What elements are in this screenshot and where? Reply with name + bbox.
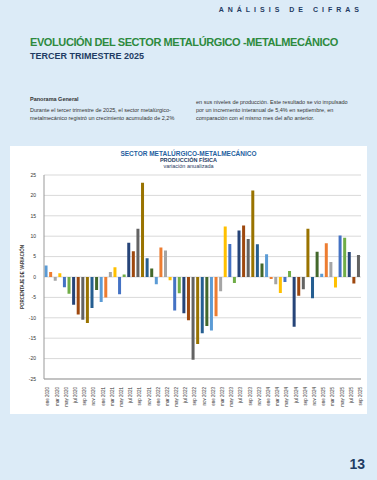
svg-text:-25: -25	[29, 376, 36, 382]
svg-text:mar 2023: mar 2023	[220, 387, 225, 407]
svg-text:jul 2021: jul 2021	[128, 387, 133, 404]
svg-text:may 2024: may 2024	[284, 387, 289, 407]
svg-text:10: 10	[30, 233, 36, 239]
svg-text:-20: -20	[29, 355, 36, 361]
html-text:TERCER TRIMESTRE 2025: TERCER TRIMESTRE 2025	[30, 51, 144, 61]
svg-text:may 2021: may 2021	[119, 387, 124, 407]
html-text:variación anualizada: variación anualizada	[163, 163, 214, 169]
svg-text:5: 5	[33, 253, 36, 259]
svg-text:-15: -15	[29, 335, 36, 341]
svg-text:nov 2021: nov 2021	[147, 387, 152, 406]
html-text:en sus niveles de producción.: en sus niveles de producción. Este resul…	[196, 99, 348, 121]
html-text:PRODUCCIÓN FÍSICA: PRODUCCIÓN FÍSICA	[159, 157, 218, 163]
svg-text:sep 2021: sep 2021	[137, 387, 142, 406]
svg-text:jul 2025: jul 2025	[349, 387, 354, 404]
svg-text:-10: -10	[29, 315, 36, 321]
svg-text:jul 2022: jul 2022	[183, 387, 188, 404]
html-text:EVOLUCIÓN DEL SECTOR METALÚRGI: EVOLUCIÓN DEL SECTOR METALÚRGICO -METALM…	[30, 36, 338, 48]
svg-text:sep 2023: sep 2023	[248, 387, 253, 406]
svg-text:-5: -5	[32, 294, 37, 300]
svg-text:sep 2024: sep 2024	[303, 387, 308, 406]
svg-text:nov 2023: nov 2023	[257, 387, 262, 406]
svg-text:mar 2022: mar 2022	[165, 387, 170, 407]
svg-text:PORCENTAJE DE VARIACIÓN: PORCENTAJE DE VARIACIÓN	[18, 245, 25, 309]
svg-text:20: 20	[30, 192, 36, 198]
svg-text:jul 2020: jul 2020	[73, 387, 78, 404]
svg-text:mar 2021: mar 2021	[110, 387, 115, 407]
svg-text:mar 2024: mar 2024	[275, 387, 280, 407]
svg-text:ene 2020: ene 2020	[45, 387, 50, 406]
svg-text:nov 2020: nov 2020	[91, 387, 96, 406]
svg-text:may 2025: may 2025	[340, 387, 345, 407]
svg-text:may 2022: may 2022	[174, 387, 179, 407]
svg-text:sep 2022: sep 2022	[193, 387, 198, 406]
svg-text:sep 2020: sep 2020	[82, 387, 87, 406]
svg-text:25: 25	[30, 172, 36, 178]
svg-text:nov 2022: nov 2022	[202, 387, 207, 406]
svg-text:may 2020: may 2020	[64, 387, 69, 407]
svg-text:ene 2022: ene 2022	[156, 387, 161, 406]
svg-text:15: 15	[30, 213, 36, 219]
svg-text:jul 2024: jul 2024	[294, 387, 299, 404]
html-text:Panorama General: Panorama General	[30, 96, 79, 102]
svg-text:sep 2025: sep 2025	[358, 387, 363, 406]
svg-text:ene 2021: ene 2021	[101, 387, 106, 406]
svg-text:ene 2023: ene 2023	[211, 387, 216, 406]
html-text:Durante el tercer trimestre de: Durante el tercer trimestre de 2025, el …	[30, 107, 175, 121]
svg-text:jul 2023: jul 2023	[238, 387, 243, 404]
svg-text:ene 2024: ene 2024	[266, 387, 271, 406]
svg-text:0: 0	[33, 274, 36, 280]
svg-text:may 2023: may 2023	[229, 387, 234, 407]
svg-text:ene 2025: ene 2025	[321, 387, 326, 406]
html-text:ANÁLISIS DE CIFRAS: ANÁLISIS DE CIFRAS	[218, 6, 363, 13]
svg-text:mar 2020: mar 2020	[55, 387, 60, 407]
svg-text:nov 2024: nov 2024	[312, 387, 317, 406]
html-text:SECTOR METALÚRGICO-METALMECÁNI: SECTOR METALÚRGICO-METALMECÁNICO	[120, 150, 257, 157]
svg-text:mar 2025: mar 2025	[330, 387, 335, 407]
html-text:13: 13	[349, 456, 365, 472]
